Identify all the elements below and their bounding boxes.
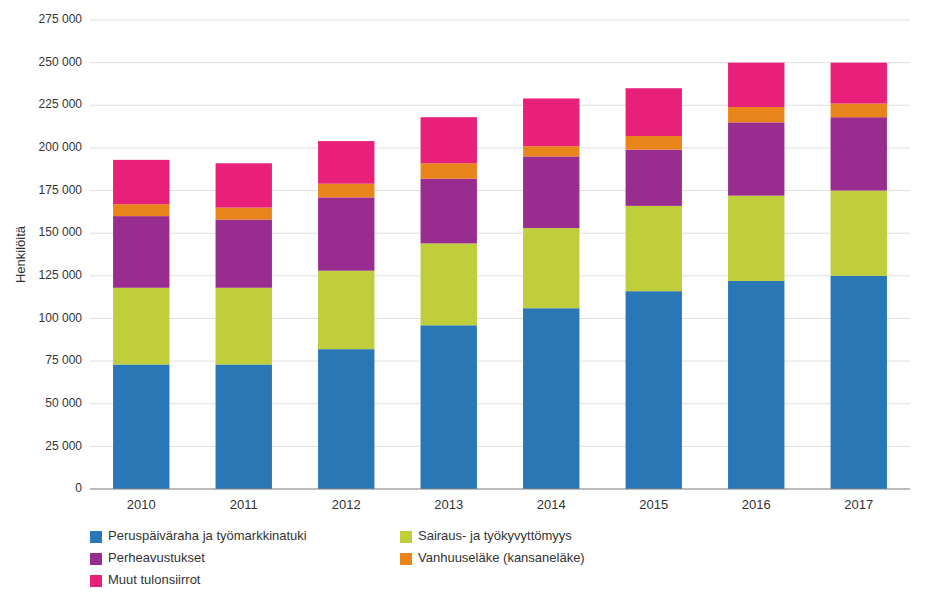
bar-segment — [421, 325, 477, 489]
chart: 0 25 000 50 000 75 000 100 000 125 000 150 000… — [0, 0, 935, 610]
legend: Peruspäiväraha ja työmarkkinatuki Sairaus… — [90, 528, 585, 587]
bar-segment — [216, 365, 272, 489]
bar-segment — [318, 271, 374, 349]
y-tick-label: 25 000 — [45, 439, 82, 453]
bar-segment — [318, 141, 374, 184]
y-tick-label: 200 000 — [39, 140, 83, 154]
legend-swatch — [400, 553, 412, 565]
bar-segment — [728, 281, 784, 489]
bar-segment — [216, 288, 272, 365]
legend-swatch — [90, 575, 102, 587]
grid-line — [90, 233, 910, 234]
legend-swatch — [90, 531, 102, 543]
bar-segment — [216, 220, 272, 288]
bar-segment — [113, 160, 169, 204]
y-axis: 0 25 000 50 000 75 000 100 000 125 000 150 000… — [39, 12, 83, 495]
y-tick-label: 275 000 — [39, 12, 83, 26]
x-tick-label: 2012 — [332, 497, 361, 512]
bar-segment — [728, 63, 784, 107]
bar-segment — [626, 206, 682, 291]
bar-segment — [421, 179, 477, 244]
bar-segment — [113, 365, 169, 489]
bar-segment — [728, 196, 784, 281]
bar-segment — [216, 163, 272, 207]
y-tick-label: 175 000 — [39, 183, 83, 197]
x-tick-label: 2016 — [742, 497, 771, 512]
bar-segment — [113, 204, 169, 216]
grid-line — [90, 105, 910, 106]
bar-segment — [113, 288, 169, 365]
bar-segment — [523, 98, 579, 146]
grid-line — [90, 446, 910, 447]
grid-line — [90, 190, 910, 191]
bar-segment — [523, 156, 579, 228]
y-tick-label: 125 000 — [39, 268, 83, 282]
grid-line — [90, 147, 910, 148]
grid-line — [90, 275, 910, 276]
grid — [90, 20, 910, 489]
bar-segment — [728, 122, 784, 195]
bar-segment — [318, 349, 374, 489]
bar-segment — [728, 107, 784, 122]
y-tick-label: 0 — [75, 481, 82, 495]
grid-line — [90, 489, 910, 490]
y-tick-label: 150 000 — [39, 225, 83, 239]
bar-segment — [626, 291, 682, 489]
legend-label: Peruspäiväraha ja työmarkkinatuki — [108, 528, 307, 543]
bar-segment — [421, 163, 477, 178]
bar-segment — [831, 104, 887, 118]
legend-swatch — [90, 553, 102, 565]
bar-segment — [626, 150, 682, 206]
bar-segment — [831, 191, 887, 276]
x-tick-label: 2013 — [434, 497, 463, 512]
legend-label: Vanhuuseläke (kansaneläke) — [418, 550, 585, 565]
grid-line — [90, 318, 910, 319]
legend-label: Sairaus- ja työkyvyttömyys — [418, 528, 572, 543]
bar-segment — [626, 88, 682, 136]
x-tick-label: 2017 — [844, 497, 873, 512]
y-tick-label: 50 000 — [45, 396, 82, 410]
bar-segment — [831, 117, 887, 190]
bar-segment — [831, 63, 887, 104]
x-axis-line — [90, 489, 910, 490]
bar-segment — [523, 228, 579, 308]
bar-segment — [421, 117, 477, 163]
grid-line — [90, 361, 910, 362]
x-tick-label: 2015 — [639, 497, 668, 512]
y-tick-label: 225 000 — [39, 97, 83, 111]
bar-segment — [626, 136, 682, 150]
bar-segment — [523, 308, 579, 489]
y-tick-label: 250 000 — [39, 55, 83, 69]
x-axis: 2010 2011 2012 2013 2014 2015 2016 2017 — [90, 489, 910, 512]
bars — [113, 63, 887, 489]
bar-segment — [216, 208, 272, 220]
bar-segment — [523, 146, 579, 156]
legend-label: Muut tulonsiirrot — [108, 572, 201, 587]
legend-label: Perheavustukset — [108, 550, 205, 565]
x-tick-label: 2011 — [230, 497, 258, 512]
bar-segment — [113, 216, 169, 288]
bar-segment — [318, 184, 374, 198]
legend-swatch — [400, 531, 412, 543]
x-tick-label: 2014 — [537, 497, 566, 512]
grid-line — [90, 20, 910, 21]
y-tick-label: 100 000 — [39, 311, 83, 325]
grid-line — [90, 403, 910, 404]
y-tick-label: 75 000 — [45, 353, 82, 367]
y-axis-label: Henkilöitä — [13, 225, 28, 283]
bar-segment — [318, 197, 374, 270]
bar-segment — [421, 243, 477, 325]
grid-line — [90, 62, 910, 63]
bar-segment — [831, 276, 887, 489]
x-tick-label: 2010 — [127, 497, 156, 512]
